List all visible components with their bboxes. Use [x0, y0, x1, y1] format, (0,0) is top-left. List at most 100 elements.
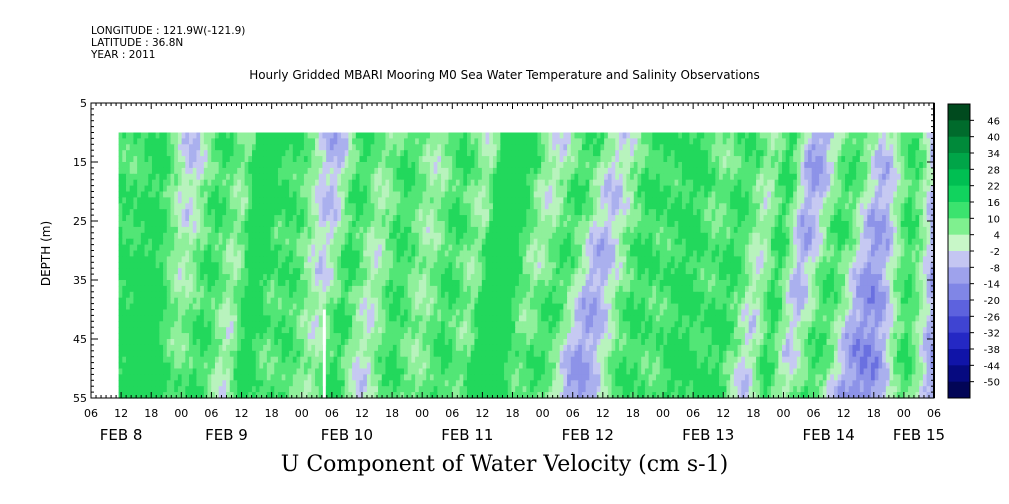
- heatmap-cell: [926, 209, 931, 216]
- heatmap-cell: [489, 197, 494, 204]
- heatmap-cell: [474, 150, 479, 157]
- heatmap-cell: [411, 232, 416, 240]
- heatmap-cell: [744, 144, 750, 151]
- heatmap-cell: [185, 256, 190, 263]
- heatmap-cell: [618, 244, 624, 252]
- heatmap-cell: [670, 185, 676, 193]
- heatmap-cell: [593, 215, 598, 222]
- heatmap-cell: [363, 185, 368, 193]
- heatmap-cell: [793, 244, 798, 252]
- heatmap-cell: [559, 156, 564, 163]
- heatmap-cell: [615, 197, 620, 204]
- heatmap-cell: [418, 226, 424, 234]
- heatmap-cell: [233, 144, 238, 151]
- heatmap-cell: [630, 215, 635, 222]
- heatmap-cell: [811, 244, 816, 252]
- heatmap-cell: [804, 185, 809, 193]
- heatmap-cell: [852, 138, 857, 145]
- heatmap-cell: [919, 150, 924, 157]
- heatmap-cell: [496, 250, 501, 257]
- heatmap-cell: [292, 156, 298, 163]
- heatmap-cell: [670, 244, 676, 252]
- heatmap-cell: [315, 215, 320, 222]
- heatmap-cell: [285, 215, 290, 222]
- heatmap-cell: [126, 244, 131, 252]
- heatmap-cell: [822, 226, 828, 234]
- heatmap-cell: [530, 215, 535, 222]
- heatmap-cell: [541, 132, 546, 139]
- heatmap-cell: [759, 173, 765, 181]
- heatmap-cell: [574, 209, 579, 216]
- heatmap-cell: [870, 162, 876, 169]
- heatmap-cell: [515, 221, 520, 228]
- heatmap-cell: [500, 144, 505, 151]
- heatmap-cell: [303, 144, 309, 151]
- heatmap-cell: [648, 162, 653, 169]
- heatmap-cell: [392, 132, 398, 139]
- heatmap-cell: [515, 185, 520, 193]
- heatmap-cell: [244, 203, 249, 210]
- heatmap-cell: [274, 162, 279, 169]
- heatmap-cell: [415, 144, 420, 151]
- heatmap-cell: [233, 256, 238, 263]
- heatmap-cell: [859, 215, 865, 222]
- heatmap-cell: [526, 179, 531, 187]
- heatmap-cell: [300, 203, 305, 210]
- heatmap-cell: [448, 144, 453, 151]
- heatmap-cell: [596, 197, 602, 204]
- heatmap-cell: [492, 215, 498, 222]
- heatmap-cell: [229, 138, 235, 145]
- heatmap-cell: [474, 215, 479, 222]
- heatmap-cell: [526, 138, 531, 145]
- heatmap-cell: [570, 250, 576, 257]
- heatmap-cell: [826, 250, 831, 257]
- heatmap-cell: [422, 191, 427, 198]
- heatmap-cell: [300, 221, 305, 228]
- heatmap-cell: [207, 191, 212, 198]
- heatmap-cell: [741, 167, 746, 175]
- heatmap-cell: [833, 250, 839, 257]
- heatmap-cell: [633, 173, 639, 181]
- heatmap-cell: [226, 244, 231, 252]
- heatmap-cell: [518, 138, 524, 145]
- heatmap-cell: [266, 138, 272, 145]
- heatmap-cell: [752, 203, 757, 210]
- heatmap-cell: [441, 162, 446, 169]
- heatmap-cell: [804, 191, 809, 198]
- heatmap-cell: [378, 203, 383, 210]
- heatmap-cell: [874, 162, 880, 169]
- heatmap-cell: [767, 238, 772, 246]
- heatmap-cell: [296, 144, 301, 151]
- heatmap-cell: [207, 197, 212, 204]
- heatmap-cell: [307, 132, 312, 139]
- heatmap-cell: [185, 185, 190, 193]
- heatmap-cell: [656, 185, 661, 193]
- heatmap-cell: [333, 191, 338, 198]
- heatmap-cell: [652, 191, 657, 198]
- heatmap-cell: [637, 156, 642, 163]
- heatmap-cell: [681, 150, 687, 157]
- heatmap-cell: [770, 185, 776, 193]
- heatmap-cell: [815, 185, 820, 193]
- heatmap-cell: [656, 203, 661, 210]
- heatmap-cell: [155, 203, 160, 210]
- heatmap-cell: [366, 173, 372, 181]
- heatmap-cell: [504, 191, 509, 198]
- heatmap-cell: [896, 191, 902, 198]
- heatmap-cell: [574, 191, 579, 198]
- heatmap-cell: [481, 132, 487, 139]
- heatmap-cell: [285, 144, 290, 151]
- heatmap-cell: [681, 138, 687, 145]
- heatmap-cell: [281, 238, 286, 246]
- heatmap-cell: [618, 238, 624, 246]
- heatmap-cell: [704, 191, 709, 198]
- heatmap-cell: [459, 185, 464, 193]
- heatmap-cell: [389, 173, 394, 181]
- heatmap-cell: [511, 238, 516, 246]
- heatmap-cell: [140, 173, 146, 181]
- heatmap-cell: [859, 238, 865, 246]
- heatmap-cell: [596, 179, 602, 187]
- heatmap-cell: [585, 209, 590, 216]
- heatmap-cell: [478, 173, 483, 181]
- heatmap-cell: [574, 167, 579, 175]
